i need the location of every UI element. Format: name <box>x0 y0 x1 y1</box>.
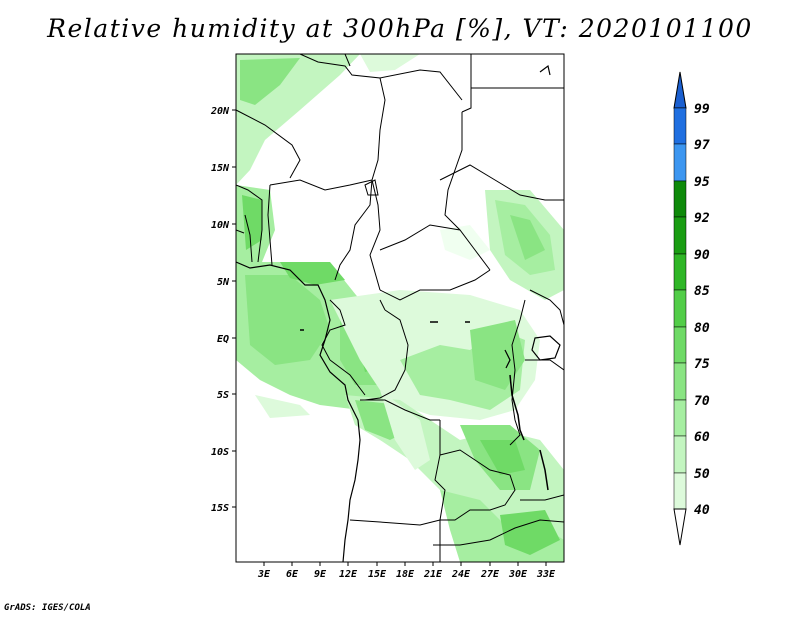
border-libya-egypt <box>461 54 472 113</box>
lon-label: 33E <box>536 569 556 580</box>
lake-victoria <box>531 335 561 361</box>
colorbar-segment-97 <box>673 143 687 182</box>
longitude-axis: 3E 6E 9E 12E 15E 18E 21E 24E 27E 30E 33E <box>257 562 556 580</box>
colorbar-segment-85 <box>673 289 687 328</box>
coastline-west-africa <box>236 261 361 562</box>
colorbar-label: 70 <box>694 394 710 409</box>
lat-label: 15N <box>211 163 230 174</box>
lat-label: 5N <box>217 277 230 288</box>
border-car-north <box>379 224 461 251</box>
map-frame <box>235 53 565 563</box>
border-zambia <box>439 449 516 521</box>
lon-label: 24E <box>451 569 471 580</box>
lat-label: EQ <box>217 334 229 345</box>
border-congo-drc <box>364 309 409 401</box>
lon-label: 15E <box>368 569 387 580</box>
colorbar-segment-70 <box>673 399 687 437</box>
lake-tanganyika <box>509 374 525 441</box>
colorbar-segment-90 <box>673 253 687 291</box>
colorbar-segment-95 <box>673 180 687 218</box>
border-west-africa-1 <box>236 184 263 263</box>
software-credit: GrADS: IGES/COLA <box>4 603 91 613</box>
border-car-south <box>379 269 491 301</box>
lon-label: 3E <box>257 569 271 580</box>
lat-label: 5S <box>217 390 229 401</box>
lake-kivu <box>504 349 511 369</box>
border-niger-nigeria <box>269 179 373 191</box>
colorbar-top-arrow <box>673 71 687 109</box>
colorbar-label: 99 <box>694 102 710 117</box>
colorbar-segment-92 <box>673 216 687 255</box>
border-kenya-tanzania <box>525 359 564 371</box>
border-libya-chad <box>379 69 463 101</box>
colorbar-segment-60 <box>673 435 687 474</box>
lat-label: 15S <box>211 503 229 514</box>
lon-label: 9E <box>314 569 327 580</box>
colorbar-segment-50 <box>673 472 687 510</box>
border-car-south2 <box>379 299 386 311</box>
colorbar-label: 75 <box>694 357 710 372</box>
colorbar-segment-80 <box>673 326 687 364</box>
lat-label: 10S <box>211 447 229 458</box>
colorbar-label: 90 <box>694 248 710 263</box>
colorbar-label: 92 <box>694 211 710 226</box>
border-sudan-south <box>439 164 564 201</box>
colorbar-segment-75 <box>673 362 687 401</box>
lon-label: 18E <box>396 569 415 580</box>
border-west-africa-4 <box>236 229 245 234</box>
lake-chad <box>364 179 379 196</box>
colorbar-label: 60 <box>694 430 710 445</box>
lat-label: 10N <box>211 220 230 231</box>
lake-malawi <box>539 449 549 491</box>
border-uganda-kenya <box>529 289 564 326</box>
border-mali-niger <box>236 109 301 179</box>
colorbar: 99 97 95 92 90 85 80 75 70 60 50 40 <box>673 71 710 546</box>
lon-label: 21E <box>423 569 443 580</box>
country-borders <box>236 54 564 562</box>
map-title: Relative humidity at 300hPa [%], VT: 202… <box>47 14 753 43</box>
border-nigeria-cameroon <box>334 179 373 281</box>
lon-label: 30E <box>508 569 528 580</box>
latitude-axis: 20N 15N 10N 5N EQ 5S 10S 15S <box>210 106 236 514</box>
lat-label: 20N <box>210 106 230 117</box>
border-angola-east <box>434 420 446 521</box>
border-drc-east <box>509 299 526 446</box>
colorbar-label: 80 <box>694 321 710 336</box>
border-west-africa-2 <box>267 184 273 266</box>
colorbar-label: 97 <box>694 138 710 153</box>
border-gabon <box>321 299 346 361</box>
border-southern-1 <box>433 519 564 546</box>
border-angola-south <box>349 519 441 526</box>
border-libya-niger <box>344 54 351 67</box>
border-cameroon-chad <box>369 179 381 291</box>
colorbar-label: 50 <box>694 467 710 482</box>
border-mozambique <box>520 494 564 501</box>
border-angola-north <box>360 399 440 421</box>
border-congo-south <box>329 359 366 396</box>
border-west-africa-3 <box>244 214 253 263</box>
colorbar-bottom-arrow <box>673 508 687 546</box>
lon-label: 12E <box>339 569 358 580</box>
colorbar-label: 95 <box>694 175 710 190</box>
border-chad-sudan <box>444 112 491 271</box>
lon-label: 27E <box>480 569 500 580</box>
colorbar-label: 85 <box>694 284 710 299</box>
humidity-shading <box>236 54 564 562</box>
lake-tana <box>539 64 551 76</box>
colorbar-label: 40 <box>694 503 710 518</box>
lon-label: 6E <box>286 569 299 580</box>
colorbar-segment-99 <box>673 107 687 145</box>
